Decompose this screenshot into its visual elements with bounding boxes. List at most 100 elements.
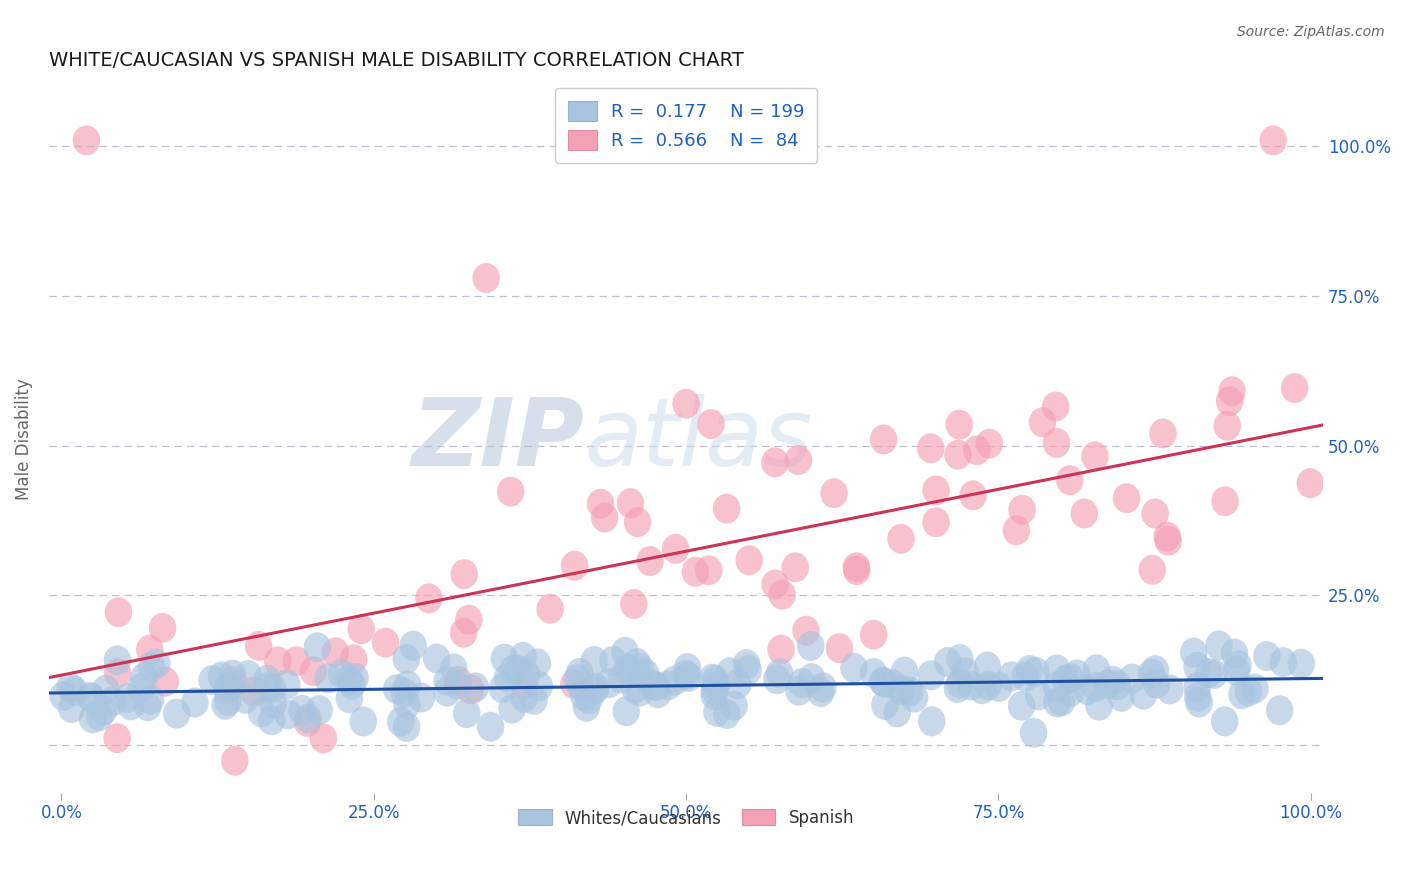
Ellipse shape	[339, 670, 366, 699]
Ellipse shape	[260, 689, 287, 718]
Ellipse shape	[841, 653, 868, 682]
Ellipse shape	[288, 695, 316, 725]
Ellipse shape	[309, 723, 337, 754]
Ellipse shape	[98, 687, 127, 716]
Ellipse shape	[1265, 695, 1294, 725]
Ellipse shape	[860, 620, 887, 649]
Ellipse shape	[1142, 499, 1168, 528]
Ellipse shape	[1042, 392, 1070, 421]
Ellipse shape	[1063, 659, 1091, 690]
Ellipse shape	[257, 706, 285, 735]
Ellipse shape	[214, 686, 242, 716]
Ellipse shape	[820, 478, 848, 508]
Ellipse shape	[104, 723, 131, 753]
Ellipse shape	[1008, 691, 1035, 721]
Ellipse shape	[1043, 655, 1070, 684]
Ellipse shape	[623, 648, 651, 678]
Ellipse shape	[581, 646, 607, 676]
Ellipse shape	[489, 673, 516, 703]
Ellipse shape	[1241, 673, 1268, 704]
Ellipse shape	[1219, 376, 1246, 406]
Ellipse shape	[198, 665, 226, 695]
Ellipse shape	[946, 669, 974, 698]
Ellipse shape	[392, 644, 420, 673]
Ellipse shape	[127, 673, 155, 703]
Ellipse shape	[581, 674, 609, 705]
Ellipse shape	[661, 665, 689, 696]
Ellipse shape	[595, 668, 623, 698]
Ellipse shape	[644, 679, 672, 708]
Ellipse shape	[347, 615, 375, 644]
Ellipse shape	[1185, 688, 1213, 717]
Ellipse shape	[444, 666, 472, 696]
Ellipse shape	[1074, 675, 1101, 705]
Ellipse shape	[879, 669, 905, 699]
Ellipse shape	[825, 633, 853, 663]
Ellipse shape	[1211, 706, 1239, 736]
Ellipse shape	[617, 488, 644, 518]
Ellipse shape	[245, 631, 273, 661]
Ellipse shape	[1184, 682, 1212, 712]
Ellipse shape	[86, 701, 114, 731]
Ellipse shape	[60, 676, 89, 706]
Ellipse shape	[1260, 126, 1286, 155]
Ellipse shape	[702, 665, 730, 695]
Ellipse shape	[1149, 418, 1177, 449]
Ellipse shape	[700, 680, 728, 710]
Ellipse shape	[322, 638, 349, 667]
Ellipse shape	[891, 657, 918, 687]
Ellipse shape	[1104, 670, 1132, 700]
Ellipse shape	[869, 666, 897, 697]
Ellipse shape	[734, 656, 762, 685]
Ellipse shape	[1043, 672, 1070, 702]
Ellipse shape	[450, 559, 478, 589]
Ellipse shape	[219, 666, 247, 696]
Ellipse shape	[1154, 525, 1182, 556]
Text: WHITE/CAUCASIAN VS SPANISH MALE DISABILITY CORRELATION CHART: WHITE/CAUCASIAN VS SPANISH MALE DISABILI…	[49, 51, 744, 70]
Ellipse shape	[969, 674, 995, 704]
Ellipse shape	[382, 674, 411, 704]
Ellipse shape	[143, 648, 170, 679]
Ellipse shape	[1205, 631, 1233, 660]
Ellipse shape	[591, 502, 619, 533]
Ellipse shape	[699, 664, 725, 694]
Ellipse shape	[152, 666, 179, 697]
Ellipse shape	[620, 589, 648, 619]
Ellipse shape	[217, 671, 243, 701]
Ellipse shape	[1002, 516, 1031, 545]
Ellipse shape	[720, 690, 748, 721]
Ellipse shape	[633, 659, 659, 689]
Ellipse shape	[613, 697, 640, 726]
Ellipse shape	[505, 655, 533, 685]
Ellipse shape	[1118, 664, 1146, 693]
Ellipse shape	[673, 653, 702, 683]
Ellipse shape	[713, 699, 741, 729]
Ellipse shape	[612, 637, 638, 667]
Ellipse shape	[232, 684, 259, 714]
Ellipse shape	[477, 712, 505, 741]
Ellipse shape	[1225, 650, 1251, 680]
Ellipse shape	[117, 690, 145, 721]
Ellipse shape	[453, 698, 481, 728]
Y-axis label: Male Disability: Male Disability	[15, 379, 32, 500]
Ellipse shape	[136, 685, 165, 714]
Ellipse shape	[131, 663, 157, 693]
Ellipse shape	[959, 481, 987, 510]
Ellipse shape	[472, 263, 501, 293]
Ellipse shape	[860, 658, 887, 688]
Ellipse shape	[444, 670, 471, 699]
Ellipse shape	[1296, 468, 1324, 498]
Ellipse shape	[922, 508, 950, 537]
Ellipse shape	[922, 475, 950, 506]
Ellipse shape	[1223, 656, 1250, 686]
Ellipse shape	[1047, 687, 1076, 716]
Ellipse shape	[283, 646, 311, 676]
Ellipse shape	[560, 669, 588, 698]
Ellipse shape	[93, 674, 120, 705]
Ellipse shape	[1094, 669, 1122, 699]
Ellipse shape	[392, 712, 420, 742]
Ellipse shape	[575, 684, 603, 714]
Ellipse shape	[586, 489, 614, 519]
Ellipse shape	[572, 692, 600, 722]
Ellipse shape	[567, 669, 593, 699]
